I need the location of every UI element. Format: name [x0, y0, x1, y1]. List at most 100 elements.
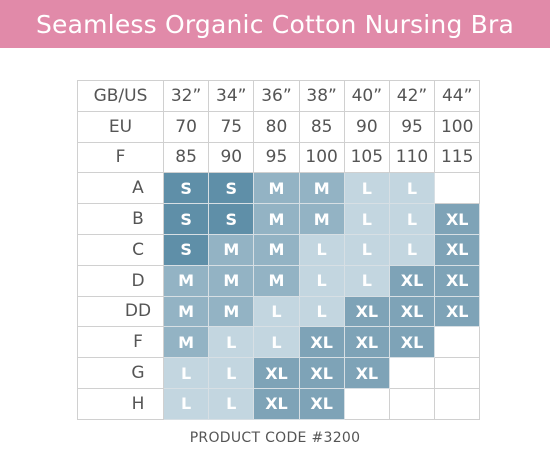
band-size-cell: 85	[164, 142, 210, 174]
size-cell: L	[344, 204, 390, 235]
size-cell: M	[254, 234, 300, 266]
band-size-cell: 90	[344, 111, 390, 143]
band-size-cell: 70	[164, 111, 210, 143]
cup-row: C S M M L L L XL	[78, 234, 481, 266]
band-size-cell: 32”	[164, 81, 210, 112]
size-cell: XL	[299, 327, 345, 359]
band-size-cell: 85	[299, 111, 345, 143]
size-cell: M	[164, 265, 210, 297]
size-cell: L	[299, 265, 345, 297]
empty-cell	[435, 173, 481, 205]
size-cell: XL	[435, 265, 481, 297]
band-row: F 85 90 95 100 105 110 115	[78, 142, 481, 174]
size-cell: L	[344, 234, 390, 266]
cup-label: F	[113, 327, 164, 359]
size-cell: S	[164, 173, 210, 205]
size-cell: XL	[435, 204, 481, 235]
size-cell: M	[299, 204, 345, 235]
band-row-label: EU	[78, 111, 164, 143]
size-cell: S	[164, 234, 210, 266]
spacer-cell	[78, 204, 113, 235]
size-cell: L	[164, 388, 210, 420]
size-cell: XL	[299, 358, 345, 389]
size-cell: M	[254, 173, 300, 205]
band-row: GB/US 32” 34” 36” 38” 40” 42” 44”	[78, 81, 481, 112]
size-cell: XL	[389, 265, 436, 297]
cup-label: H	[113, 388, 164, 420]
size-cell: L	[209, 327, 255, 359]
product-code: PRODUCT CODE #3200	[189, 430, 361, 446]
size-cell: XL	[344, 358, 390, 389]
band-size-cell: 75	[209, 111, 255, 143]
band-size-cell: 38”	[299, 81, 345, 112]
band-size-cell: 95	[389, 111, 436, 143]
size-cell: L	[344, 173, 390, 205]
empty-cell	[389, 388, 436, 420]
title-banner: Seamless Organic Cotton Nursing Bra	[0, 0, 550, 48]
size-cell: XL	[299, 388, 345, 420]
cup-label: G	[113, 358, 164, 389]
size-cell: S	[164, 204, 210, 235]
size-cell: XL	[254, 388, 300, 420]
size-cell: L	[209, 358, 255, 389]
band-size-cell: 110	[389, 142, 436, 174]
band-row-label: F	[78, 142, 164, 174]
cup-row: H L L XL XL	[78, 388, 481, 420]
spacer-cell	[78, 389, 113, 420]
spacer-cell	[78, 297, 113, 328]
band-size-cell: 42”	[389, 81, 436, 112]
cup-row: F M L L XL XL XL	[78, 327, 481, 359]
band-size-cell: 80	[254, 111, 300, 143]
band-size-cell: 44”	[435, 81, 481, 112]
size-cell: M	[164, 327, 210, 359]
page-title: Seamless Organic Cotton Nursing Bra	[35, 9, 515, 39]
size-cell: L	[254, 327, 300, 359]
size-cell: M	[254, 204, 300, 235]
size-cell: XL	[435, 296, 481, 328]
size-cell: L	[209, 388, 255, 420]
spacer-cell	[78, 266, 113, 297]
cup-row: DD M M L L XL XL XL	[78, 296, 481, 328]
spacer-cell	[78, 358, 113, 389]
cup-label: D	[113, 265, 164, 297]
cup-label: DD	[113, 296, 164, 328]
size-cell: XL	[344, 296, 390, 328]
size-cell: L	[389, 173, 436, 205]
empty-cell	[435, 327, 481, 359]
band-row-label: GB/US	[78, 81, 164, 112]
size-cell: M	[254, 265, 300, 297]
band-size-cell: 90	[209, 142, 255, 174]
size-cell: M	[209, 265, 255, 297]
size-cell: XL	[389, 327, 436, 359]
size-cell: XL	[435, 234, 481, 266]
band-size-cell: 105	[344, 142, 390, 174]
spacer-cell	[78, 173, 113, 205]
size-cell: S	[209, 204, 255, 235]
band-row: EU 70 75 80 85 90 95 100	[78, 111, 481, 143]
band-size-cell: 34”	[209, 81, 255, 112]
size-cell: M	[299, 173, 345, 205]
cup-row: D M M M L L XL XL	[78, 265, 481, 297]
cup-row: G L L XL XL XL	[78, 358, 481, 389]
band-size-cell: 36”	[254, 81, 300, 112]
size-cell: L	[254, 296, 300, 328]
cup-label: C	[113, 234, 164, 266]
size-cell: XL	[344, 327, 390, 359]
size-cell: M	[209, 234, 255, 266]
size-cell: M	[164, 296, 210, 328]
size-cell: S	[209, 173, 255, 205]
band-size-cell: 100	[299, 142, 345, 174]
empty-cell	[389, 358, 436, 389]
size-cell: L	[389, 204, 436, 235]
spacer-cell	[78, 327, 113, 359]
size-cell: L	[299, 296, 345, 328]
empty-cell	[435, 358, 481, 389]
size-cell: L	[164, 358, 210, 389]
band-size-cell: 100	[435, 111, 481, 143]
cup-label: A	[113, 173, 164, 205]
size-cell: L	[299, 234, 345, 266]
size-chart-table: GB/US 32” 34” 36” 38” 40” 42” 44” EU 70 75 80 85 90 95…	[77, 80, 481, 420]
band-size-cell: 95	[254, 142, 300, 174]
empty-cell	[344, 388, 390, 420]
